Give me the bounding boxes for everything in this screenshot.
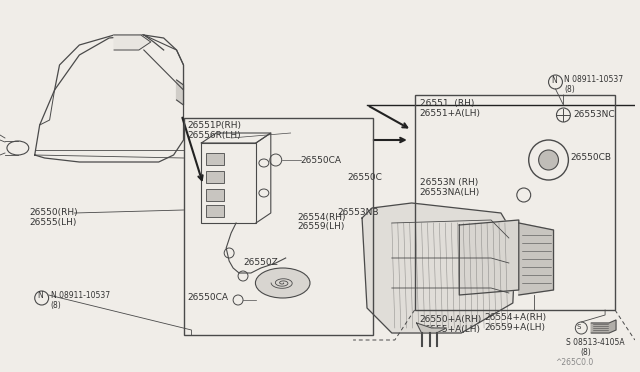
Bar [206, 171, 224, 183]
Polygon shape [460, 220, 519, 295]
Bar [206, 189, 224, 201]
Text: N: N [552, 76, 557, 84]
Text: 26551+A(LH): 26551+A(LH) [420, 109, 481, 118]
Bar [206, 205, 224, 217]
Bar [415, 95, 615, 310]
Text: 26550+A(RH): 26550+A(RH) [420, 315, 482, 324]
Bar [202, 143, 256, 223]
Bar [206, 153, 224, 165]
Circle shape [539, 150, 559, 170]
Text: 26556R(LH): 26556R(LH) [188, 131, 241, 140]
Text: 26554(RH): 26554(RH) [298, 213, 346, 222]
Text: S 08513-4105A: S 08513-4105A [566, 338, 625, 347]
Text: N 08911-10537: N 08911-10537 [51, 291, 109, 300]
Text: 26554+A(RH): 26554+A(RH) [484, 313, 546, 322]
Text: 26553NC: 26553NC [573, 110, 615, 119]
Text: (8): (8) [51, 301, 61, 310]
Bar [184, 118, 373, 335]
Polygon shape [519, 223, 554, 295]
Text: 26553N (RH): 26553N (RH) [420, 178, 478, 187]
Polygon shape [114, 35, 151, 50]
Text: 26551P(RH): 26551P(RH) [188, 121, 241, 130]
Polygon shape [362, 203, 516, 333]
Text: 26551  (RH): 26551 (RH) [420, 99, 474, 108]
Polygon shape [177, 80, 184, 105]
Text: 26559+A(LH): 26559+A(LH) [484, 323, 545, 332]
Polygon shape [417, 323, 446, 333]
Text: 26555(LH): 26555(LH) [29, 218, 77, 227]
Text: 26550CA: 26550CA [301, 156, 342, 165]
Text: N 08911-10537: N 08911-10537 [564, 75, 623, 84]
Text: 26550(RH): 26550(RH) [29, 208, 78, 217]
Text: (8): (8) [564, 85, 575, 94]
Text: 26550Z: 26550Z [243, 258, 278, 267]
Ellipse shape [255, 268, 310, 298]
Text: 26559(LH): 26559(LH) [298, 222, 345, 231]
Text: ^265C0.0: ^265C0.0 [556, 358, 594, 367]
Text: 26553NA(LH): 26553NA(LH) [420, 188, 480, 197]
Text: 26550C: 26550C [347, 173, 382, 182]
Polygon shape [591, 320, 616, 333]
Text: 26553NB: 26553NB [337, 208, 379, 217]
Text: N: N [38, 292, 44, 301]
Text: (8): (8) [581, 348, 591, 357]
Text: 26550CB: 26550CB [570, 153, 611, 162]
Text: S: S [577, 324, 580, 330]
Text: 26555+A(LH): 26555+A(LH) [420, 325, 481, 334]
Text: 26550CA: 26550CA [188, 293, 228, 302]
